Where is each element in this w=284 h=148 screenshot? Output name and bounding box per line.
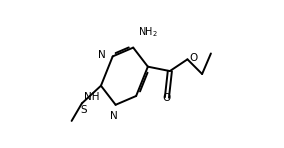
Text: S: S	[80, 105, 87, 115]
Text: O: O	[163, 93, 171, 103]
Text: N: N	[110, 111, 118, 121]
Text: O: O	[189, 53, 197, 63]
Text: NH: NH	[84, 92, 100, 102]
Text: N: N	[98, 50, 106, 60]
Text: NH$_2$: NH$_2$	[138, 25, 158, 39]
